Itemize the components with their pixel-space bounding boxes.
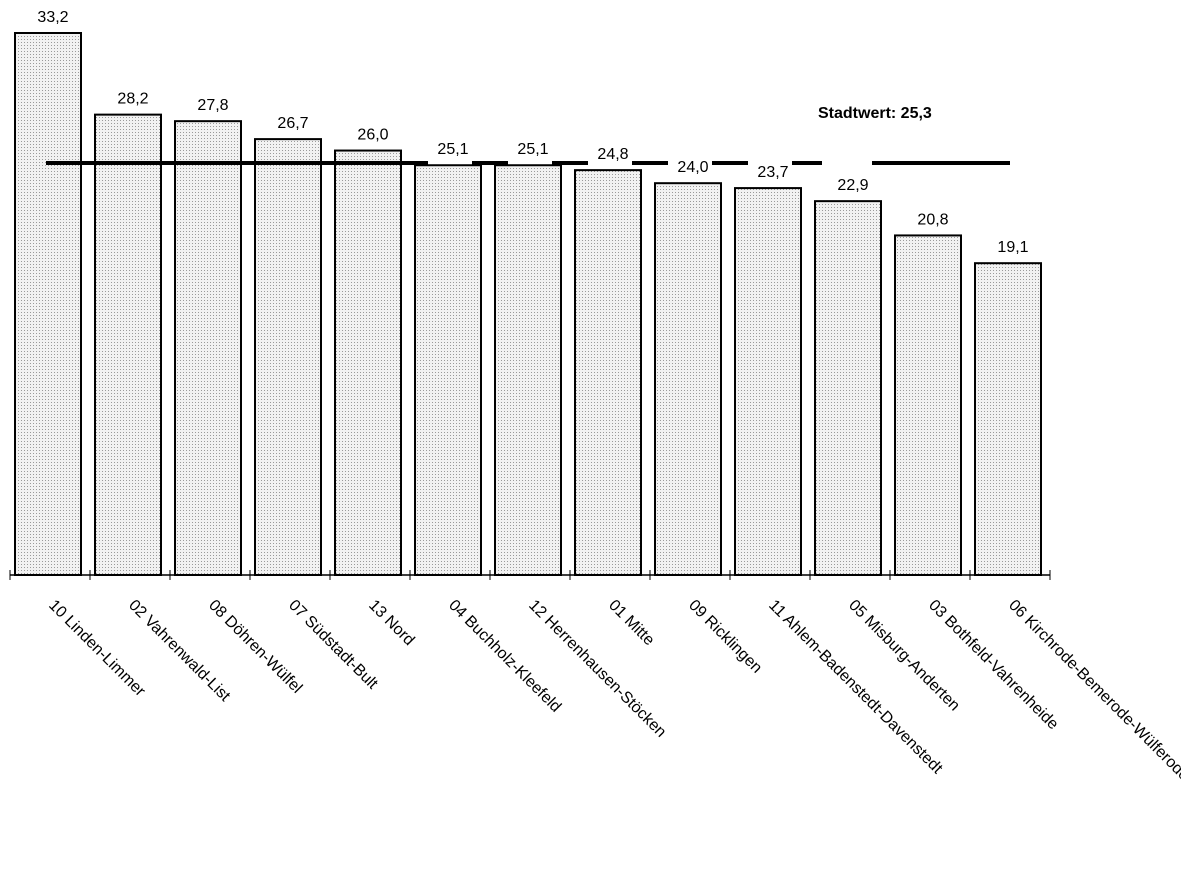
data-label: 26,0 bbox=[357, 127, 388, 144]
bar-10 bbox=[734, 187, 802, 576]
data-label: 19,1 bbox=[997, 239, 1028, 256]
data-label: 20,8 bbox=[917, 211, 948, 228]
bar-3 bbox=[174, 120, 242, 577]
data-label: 24,8 bbox=[597, 146, 628, 163]
category-label: 09 Ricklingen bbox=[685, 597, 765, 677]
data-label: 26,7 bbox=[277, 115, 308, 132]
data-label: 25,1 bbox=[437, 141, 468, 158]
bar-8 bbox=[574, 169, 642, 576]
data-label: 24,0 bbox=[677, 159, 708, 176]
bar-7 bbox=[494, 164, 562, 576]
bar-6 bbox=[414, 164, 482, 576]
data-label: 28,2 bbox=[117, 91, 148, 108]
data-label: 22,9 bbox=[837, 177, 868, 194]
bar-5 bbox=[334, 149, 402, 576]
bar-2 bbox=[94, 113, 162, 577]
category-label: 03 Bothfeld-Vahrenheide bbox=[925, 597, 1061, 733]
bar-11 bbox=[814, 200, 882, 576]
category-label: 13 Nord bbox=[365, 597, 417, 649]
data-label: 25,1 bbox=[517, 141, 548, 158]
bar-4 bbox=[254, 138, 322, 576]
bar-13 bbox=[974, 262, 1042, 576]
category-label: 11 Ahlem-Badenstedt-Davenstedt bbox=[765, 597, 946, 778]
category-label: 01 Mitte bbox=[605, 597, 657, 649]
bar-9 bbox=[654, 182, 722, 576]
bar-12 bbox=[894, 234, 962, 576]
bar-1 bbox=[14, 32, 82, 576]
data-label: 27,8 bbox=[197, 97, 228, 114]
reference-line-label: Stadtwert: 25,3 bbox=[818, 105, 932, 122]
category-label: 12 Herrenhausen-Stöcken bbox=[525, 597, 669, 741]
data-label: 33,2 bbox=[37, 9, 68, 26]
data-label: 23,7 bbox=[757, 164, 788, 181]
